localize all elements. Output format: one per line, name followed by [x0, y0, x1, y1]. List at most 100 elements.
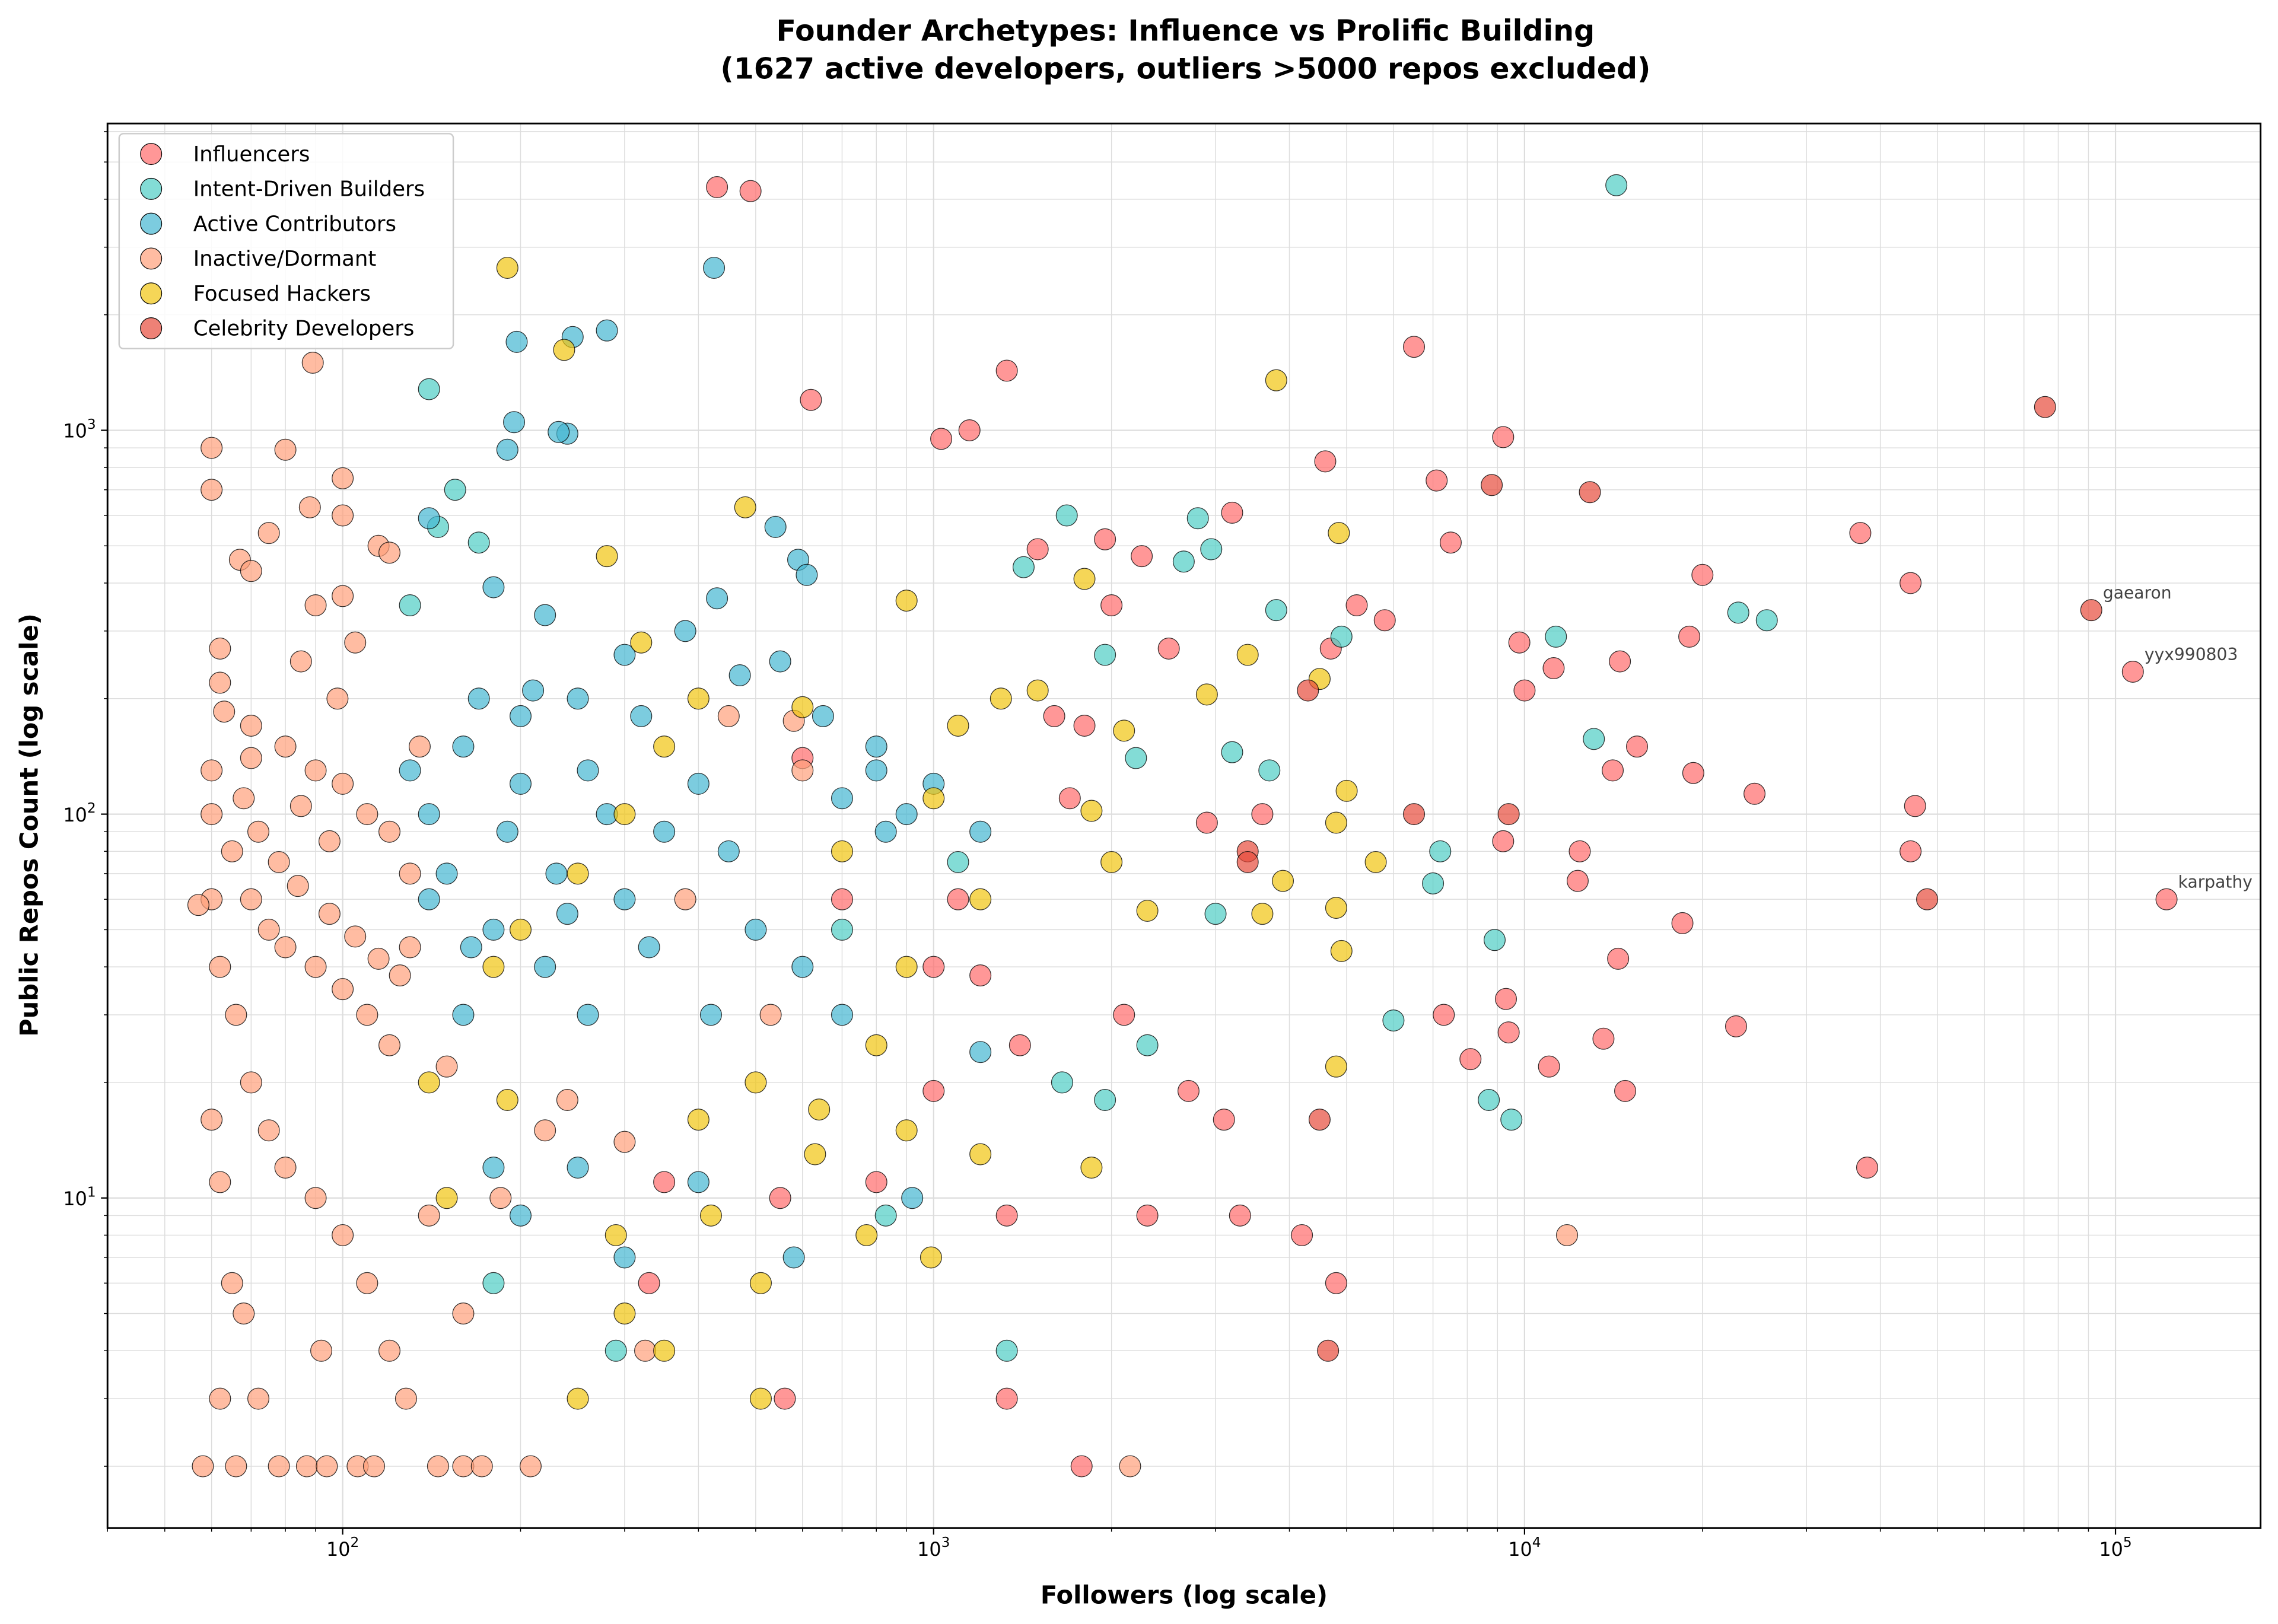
- data-point: [510, 772, 532, 795]
- data-point: [613, 888, 636, 910]
- tick-base: 10: [2099, 1538, 2123, 1561]
- data-point: [1335, 779, 1358, 802]
- x-tick-label: 103: [917, 1534, 950, 1561]
- data-point: [969, 1143, 992, 1166]
- data-point: [958, 419, 981, 441]
- data-point: [874, 1204, 897, 1227]
- data-point: [2155, 888, 2178, 910]
- data-point: [596, 545, 618, 568]
- data-point: [1213, 1109, 1235, 1131]
- data-point: [418, 1071, 440, 1094]
- data-point: [613, 803, 636, 826]
- data-point: [613, 1131, 636, 1153]
- data-point: [274, 1157, 297, 1179]
- chart-subtitle: (1627 active developers, outliers >5000 …: [720, 52, 1650, 85]
- data-point: [613, 644, 636, 666]
- data-point: [1495, 988, 1517, 1010]
- data-point: [831, 888, 853, 910]
- data-point: [496, 820, 518, 843]
- data-point: [1607, 947, 1630, 970]
- data-point: [399, 862, 421, 885]
- data-point: [435, 1187, 458, 1209]
- legend-item: Intent-Driven Builders: [140, 177, 425, 202]
- data-point: [613, 1246, 636, 1269]
- data-point: [1113, 1004, 1135, 1026]
- data-point: [274, 735, 297, 758]
- data-point: [630, 705, 653, 727]
- data-point: [1459, 1048, 1482, 1071]
- data-point: [1626, 735, 1648, 758]
- data-point: [567, 1387, 589, 1410]
- data-point: [687, 772, 710, 795]
- data-point: [389, 964, 411, 987]
- legend-label: Inactive/Dormant: [193, 247, 377, 271]
- data-point: [548, 421, 570, 443]
- data-point: [435, 862, 458, 885]
- data-point: [995, 1204, 1018, 1227]
- data-point: [717, 840, 740, 862]
- data-point: [1221, 741, 1243, 763]
- data-point: [482, 1157, 505, 1179]
- data-point: [310, 1339, 333, 1362]
- legend-label: Active Contributors: [193, 212, 396, 236]
- data-point: [556, 1089, 578, 1112]
- plot-frame: [106, 122, 2262, 1529]
- data-point: [316, 1455, 338, 1477]
- data-point: [289, 795, 312, 817]
- data-point: [895, 590, 918, 612]
- legend-marker: [140, 177, 163, 200]
- data-point: [990, 687, 1012, 710]
- data-point: [745, 918, 767, 941]
- data-point: [470, 1455, 493, 1477]
- data-point: [831, 918, 853, 941]
- data-point: [399, 759, 421, 782]
- data-point: [510, 705, 532, 727]
- data-point: [1904, 795, 1926, 817]
- data-point: [1317, 1339, 1340, 1362]
- data-point: [225, 1455, 247, 1477]
- tick-exponent: 2: [87, 800, 96, 816]
- data-point: [295, 1455, 318, 1477]
- data-point: [332, 772, 354, 795]
- data-point: [304, 1187, 327, 1209]
- data-point: [274, 438, 297, 461]
- data-point: [510, 918, 532, 941]
- data-point: [1497, 1021, 1520, 1044]
- data-point: [460, 936, 482, 959]
- data-point: [209, 1387, 231, 1410]
- data-point: [1058, 787, 1081, 810]
- data-point: [399, 936, 421, 959]
- point-annotation: karpathy: [2178, 872, 2252, 892]
- data-point: [399, 594, 421, 617]
- data-point: [1094, 1089, 1116, 1112]
- data-point: [969, 964, 992, 987]
- data-point: [209, 637, 231, 660]
- data-point: [567, 862, 589, 885]
- x-tick-label: 105: [2099, 1534, 2131, 1561]
- legend-item: Focused Hackers: [140, 282, 371, 306]
- data-point: [545, 862, 568, 885]
- data-point: [240, 1071, 262, 1094]
- grid: [107, 123, 2261, 1529]
- point-annotation: gaearon: [2103, 583, 2172, 603]
- data-point: [1094, 528, 1116, 550]
- legend-label: Celebrity Developers: [193, 317, 415, 341]
- data-point: [553, 339, 575, 361]
- data-point: [1251, 803, 1274, 826]
- data-point: [1308, 1109, 1331, 1131]
- data-point: [1325, 1272, 1347, 1294]
- data-point: [1382, 1010, 1405, 1031]
- data-point: [482, 1272, 505, 1294]
- data-point: [257, 522, 280, 544]
- data-point: [653, 820, 676, 843]
- data-point: [1221, 501, 1243, 524]
- data-point: [630, 631, 653, 654]
- data-point: [378, 542, 400, 564]
- data-point: [1236, 644, 1259, 666]
- data-point: [1265, 599, 1287, 622]
- data-point: [378, 1034, 400, 1056]
- data-point: [1070, 1455, 1093, 1477]
- legend-marker: [140, 212, 163, 235]
- legend-label: Intent-Driven Builders: [193, 177, 425, 202]
- data-point: [1325, 811, 1347, 834]
